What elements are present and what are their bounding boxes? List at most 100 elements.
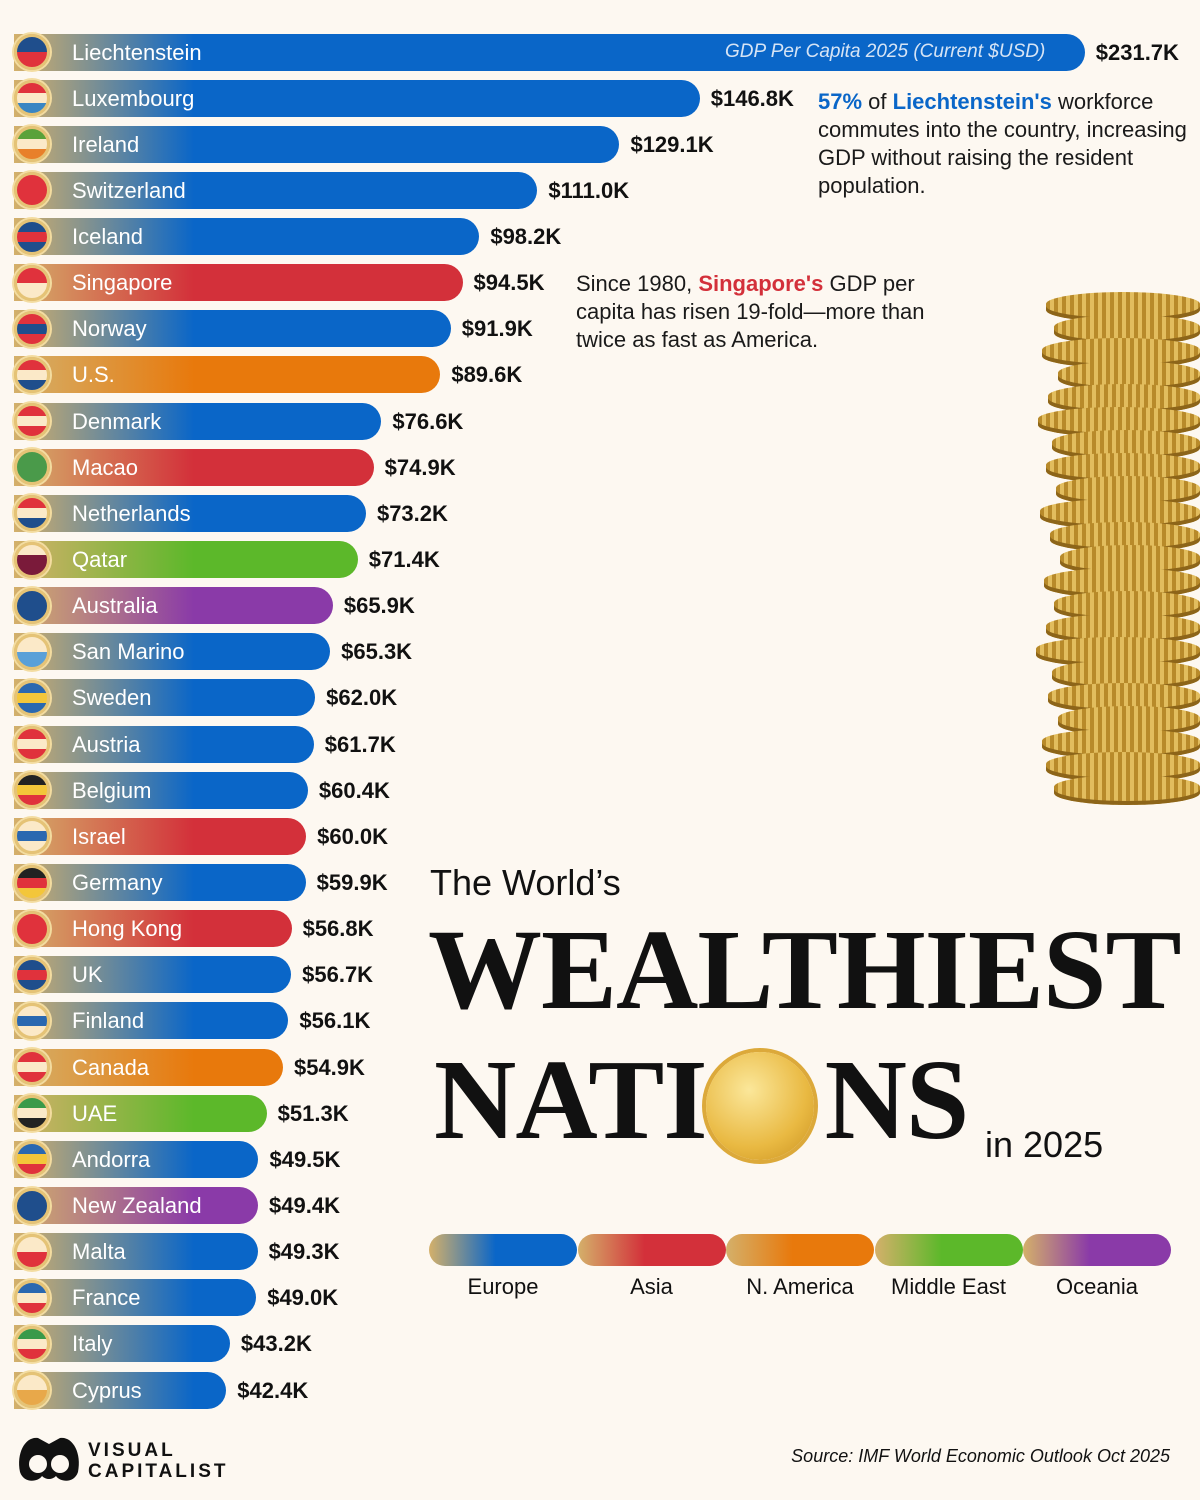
value-label: $51.3K [277,1100,349,1126]
bar-belgium [14,771,308,809]
country-label: Australia [72,593,158,619]
title-ns: NS [824,1036,970,1163]
annotation-pct: 57% [818,89,863,114]
country-label: Italy [72,1331,113,1357]
annotation-text: GDP per capita has risen 19-fold—more th… [576,271,925,352]
flag-icon [14,126,50,163]
country-label: Norway [72,316,147,342]
source-note: Source: IMF World Economic Outlook Oct 2… [791,1446,1170,1466]
flag-icon [14,541,50,578]
country-label: Andorra [72,1146,151,1172]
country-label: New Zealand [72,1193,202,1218]
bar-ireland [14,125,620,163]
bar-san-marino [14,633,331,671]
flag-icon [14,403,50,440]
annotation-country: Liechtenstein's [892,89,1052,114]
value-label: $94.5K [473,270,545,296]
title-line1: The World’s [430,862,621,903]
country-label: Austria [72,731,141,757]
country-label: Netherlands [72,500,191,526]
title-nati: NATI [434,1036,708,1163]
bar-hong-kong [14,910,292,948]
value-label: $129.1K [630,131,714,157]
bar-uae [14,1094,267,1132]
bar-iceland [14,218,480,256]
flag-icon [14,80,50,117]
liechtenstein-annotation: 57% of Liechtenstein's workforce commute… [818,88,1193,200]
country-label: Singapore [72,270,173,296]
country-label: Canada [72,1054,150,1080]
country-label: Cyprus [72,1377,142,1403]
logo-text: VISUAL CAPITALIST [88,1440,228,1482]
country-label: San Marino [72,639,185,665]
gold-coin-icon [706,1052,814,1160]
flag-icon [14,956,50,993]
country-label: Iceland [72,224,143,250]
flag-icon [14,1141,50,1178]
value-label: $43.2K [240,1331,312,1357]
flag-icon [14,1279,50,1316]
country-label: France [72,1285,141,1311]
flag-icon [14,587,50,624]
value-label: $98.2K [490,224,562,250]
bar-denmark [14,402,382,440]
country-label: Germany [72,870,163,896]
country-label: Qatar [72,547,128,573]
country-label: Macao [72,454,139,480]
title-line4: in 2025 [985,1124,1104,1165]
country-label: UK [72,962,103,988]
bar-norway [14,310,451,348]
flag-icon [14,818,50,855]
country-label: Ireland [72,131,140,157]
bar-netherlands [14,494,366,532]
country-label: Luxembourg [72,85,195,111]
flag-icon [14,1325,50,1362]
flag-icon [14,495,50,532]
legend-swatch [726,1234,874,1266]
bar-finland [14,1002,289,1040]
value-label: $49.5K [269,1146,341,1172]
flag-icon [14,1187,50,1224]
flag-icon [14,264,50,301]
bar-france [14,1279,257,1317]
flag-icon [14,864,50,901]
chart-subtitle: GDP Per Capita 2025 (Current $USD) [725,41,1046,62]
bar-andorra [14,1140,259,1178]
flag-icon [14,310,50,347]
flag-icon [14,1233,50,1270]
value-label: $71.4K [368,547,440,573]
value-label: $65.3K [341,639,413,665]
legend-swatch [577,1234,726,1266]
bar-switzerland [14,171,538,209]
flag-icon [14,633,50,670]
bar-uk [14,956,292,994]
value-label: $59.9K [316,870,388,896]
bar-austria [14,725,314,763]
value-label: $62.0K [326,685,398,711]
country-label: Hong Kong [72,916,183,942]
value-label: $231.7K [1095,39,1179,65]
bar-u-s- [14,356,441,394]
value-label: $42.4K [237,1377,309,1403]
value-label: $60.0K [317,823,389,849]
country-label: Malta [72,1239,126,1265]
value-label: $49.0K [267,1285,339,1311]
bar-germany [14,864,306,902]
legend-label: Oceania [1056,1274,1138,1299]
value-label: $65.9K [343,593,415,619]
bar-new-zealand [14,1187,259,1224]
value-label: $73.2K [376,500,448,526]
flag-icon [14,726,50,763]
flag-icon [14,172,50,209]
title-line2: WEALTHIEST [428,906,1181,1033]
value-label: $74.9K [384,454,456,480]
legend-swatch [429,1234,577,1266]
bar-luxembourg [14,79,700,117]
logo-line1: VISUAL [88,1440,176,1461]
flag-icon [14,1095,50,1132]
value-label: $89.6K [451,362,523,388]
legend-swatch [1023,1234,1171,1266]
flag-icon [14,449,50,486]
value-label: $76.6K [392,408,464,434]
